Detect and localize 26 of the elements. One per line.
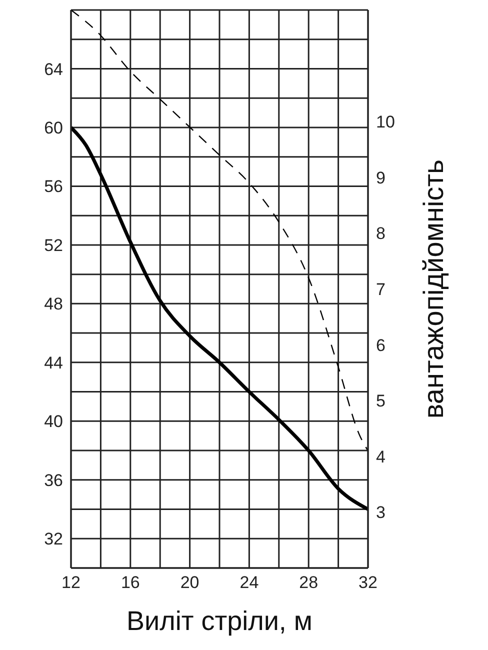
- y-tick-label: 44: [44, 353, 63, 372]
- x-tick-label: 24: [240, 573, 259, 592]
- y-tick-label: 64: [44, 60, 63, 79]
- y2-tick-label: 8: [376, 224, 386, 244]
- y2-tick-label: 3: [376, 503, 386, 522]
- x-tick-label: 16: [120, 573, 140, 592]
- y-tick-label: 32: [44, 530, 63, 549]
- y-tick-label: 48: [44, 294, 63, 314]
- y2-tick-label: 5: [376, 392, 386, 411]
- x-tick-label: 20: [180, 573, 200, 592]
- y-tick-label: 56: [44, 177, 63, 196]
- x-tick-label: 12: [62, 573, 80, 592]
- y2-tick-label: 9: [376, 168, 386, 188]
- y2-tick-label: 6: [376, 336, 386, 355]
- y-tick-label: 40: [44, 412, 63, 432]
- x-axis-title: Виліт стріли, м: [126, 606, 312, 636]
- y2-axis-title: вантажопідйомність: [418, 159, 449, 419]
- y-tick-label: 36: [44, 470, 63, 490]
- x-tick-label: 28: [299, 573, 318, 592]
- line-series: [71, 126, 368, 512]
- y-tick-label: 52: [44, 236, 63, 255]
- y2-tick-label: 10: [376, 112, 395, 132]
- y2-tick-label: 7: [376, 280, 386, 300]
- y-tick-label: 60: [44, 118, 63, 138]
- y2-tick-label: 4: [376, 447, 386, 466]
- x-tick-label: 32: [358, 573, 378, 592]
